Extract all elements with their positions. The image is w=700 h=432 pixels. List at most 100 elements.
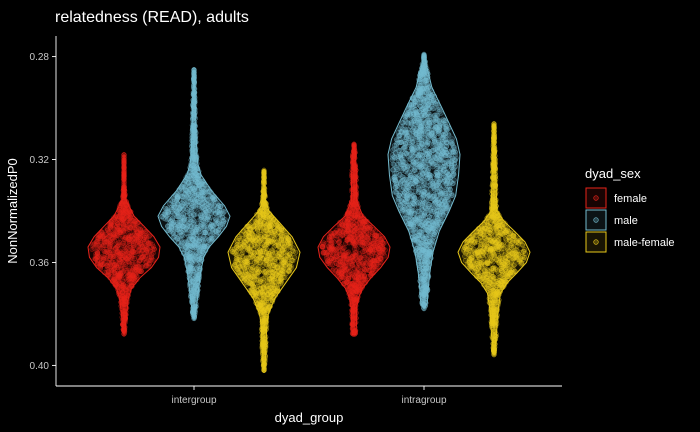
data-point <box>174 236 180 242</box>
data-point <box>421 295 427 301</box>
data-point <box>344 237 350 244</box>
data-point <box>106 238 112 244</box>
data-point <box>352 241 358 247</box>
data-point <box>121 328 127 334</box>
data-point <box>354 289 360 295</box>
data-point <box>376 248 382 254</box>
data-point <box>190 265 196 271</box>
violin-female-intergroup <box>87 152 161 337</box>
data-point <box>354 214 360 220</box>
data-point <box>421 78 428 84</box>
data-point <box>190 237 196 243</box>
data-point <box>423 286 430 292</box>
data-point <box>399 156 405 162</box>
data-point <box>186 173 192 179</box>
data-point <box>190 279 196 285</box>
data-point <box>394 166 400 172</box>
data-point <box>407 202 413 208</box>
data-point <box>349 297 355 303</box>
data-point <box>142 229 148 235</box>
data-point <box>418 174 424 180</box>
data-point <box>116 214 122 220</box>
data-point <box>348 289 354 295</box>
data-point <box>351 321 357 328</box>
data-point <box>365 247 371 253</box>
data-point <box>352 166 358 172</box>
data-point <box>215 205 221 211</box>
data-point <box>185 195 191 201</box>
data-point <box>116 269 122 275</box>
data-point <box>130 236 136 242</box>
data-point <box>192 123 198 129</box>
data-point <box>135 235 141 241</box>
data-point <box>121 184 127 190</box>
data-point <box>402 114 408 120</box>
data-point <box>182 203 188 209</box>
data-point <box>429 179 435 185</box>
data-point <box>420 194 426 200</box>
data-point <box>320 245 326 251</box>
data-point <box>415 143 421 149</box>
data-point <box>367 267 373 273</box>
data-point <box>391 154 397 160</box>
data-point <box>431 99 437 105</box>
data-point <box>193 303 199 309</box>
data-point <box>350 228 356 234</box>
data-point <box>209 229 216 235</box>
data-point <box>129 255 135 261</box>
data-point <box>216 229 222 235</box>
data-point <box>146 250 152 256</box>
data-point <box>183 225 189 231</box>
data-point <box>338 275 344 282</box>
data-point <box>336 238 342 244</box>
data-point <box>350 308 356 314</box>
data-point <box>121 189 127 195</box>
data-point <box>93 256 99 262</box>
data-point <box>413 122 419 128</box>
data-point <box>191 162 197 168</box>
data-point <box>412 94 418 100</box>
data-point <box>197 259 203 265</box>
data-point <box>330 266 337 272</box>
data-point <box>360 236 366 242</box>
data-point <box>193 291 199 297</box>
data-point <box>121 161 127 167</box>
data-point <box>121 173 127 179</box>
data-point <box>141 236 147 242</box>
data-point <box>200 218 206 224</box>
data-point <box>452 157 458 163</box>
data-point <box>442 153 448 159</box>
data-point <box>425 126 431 132</box>
data-point <box>439 198 445 204</box>
data-point <box>213 218 219 224</box>
data-point <box>358 217 364 223</box>
data-point <box>145 240 152 246</box>
data-point <box>411 102 417 108</box>
data-point <box>200 195 206 201</box>
data-point <box>448 160 454 167</box>
data-point <box>452 152 458 158</box>
data-point <box>428 225 434 231</box>
data-point <box>417 152 423 158</box>
data-point <box>207 188 213 194</box>
data-point <box>191 99 198 105</box>
data-point <box>397 162 403 168</box>
data-point <box>428 92 434 98</box>
data-point <box>124 277 130 283</box>
data-point <box>427 105 433 112</box>
data-point <box>425 259 431 265</box>
data-point <box>119 200 125 206</box>
data-point <box>421 198 427 204</box>
data-point <box>189 138 195 144</box>
data-point <box>122 244 128 250</box>
data-point <box>364 256 370 262</box>
data-point <box>96 234 102 240</box>
data-point <box>425 220 431 226</box>
data-point <box>187 182 194 188</box>
data-point <box>191 131 197 138</box>
data-point <box>440 209 446 215</box>
data-point <box>426 251 432 257</box>
data-point <box>360 224 366 230</box>
data-point <box>202 230 208 236</box>
data-point <box>402 203 408 209</box>
